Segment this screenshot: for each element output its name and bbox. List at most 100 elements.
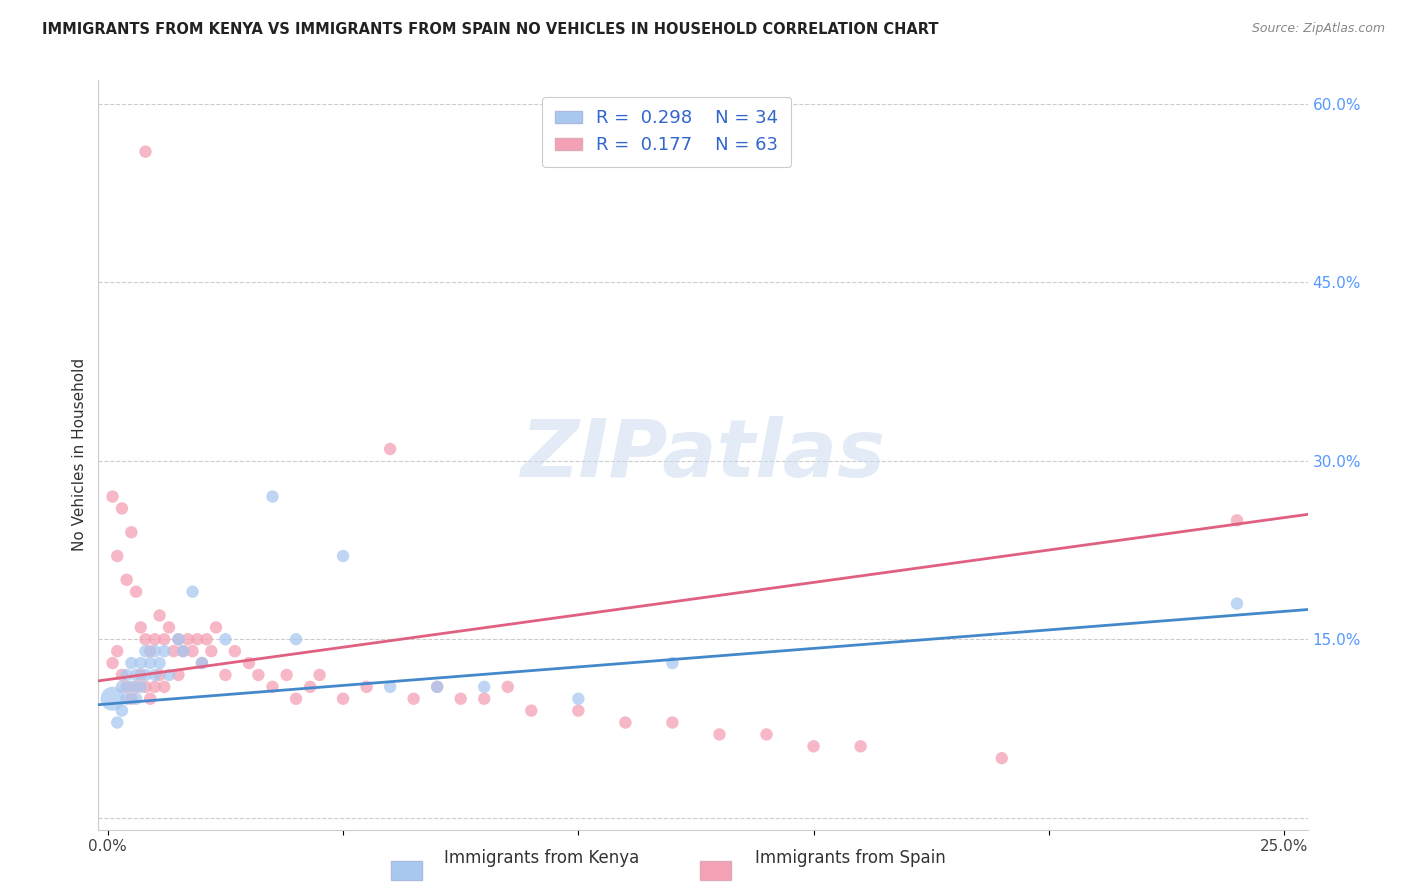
Point: [101, 490, 124, 504]
Point: [172, 644, 194, 658]
Point: [191, 656, 214, 670]
Point: [134, 680, 156, 694]
Point: [496, 680, 519, 694]
Point: [101, 656, 124, 670]
Point: [143, 680, 166, 694]
Point: [356, 680, 378, 694]
Point: [426, 680, 449, 694]
Point: [803, 739, 825, 754]
Point: [149, 656, 172, 670]
Point: [661, 656, 683, 670]
Point: [111, 680, 134, 694]
Point: [111, 704, 134, 718]
Point: [139, 644, 162, 658]
Point: [163, 644, 186, 658]
Text: Immigrants from Spain: Immigrants from Spain: [755, 849, 946, 867]
Point: [1226, 513, 1249, 527]
Point: [450, 691, 472, 706]
Point: [520, 704, 543, 718]
Point: [153, 632, 176, 647]
Point: [111, 501, 134, 516]
Point: [195, 632, 218, 647]
Point: [285, 691, 308, 706]
Point: [567, 691, 589, 706]
Point: [472, 680, 495, 694]
Point: [115, 668, 138, 682]
Point: [125, 668, 148, 682]
Point: [153, 644, 176, 658]
Point: [125, 691, 148, 706]
Point: [129, 620, 152, 634]
Point: [849, 739, 872, 754]
Point: [120, 656, 142, 670]
Text: IMMIGRANTS FROM KENYA VS IMMIGRANTS FROM SPAIN NO VEHICLES IN HOUSEHOLD CORRELAT: IMMIGRANTS FROM KENYA VS IMMIGRANTS FROM…: [42, 22, 939, 37]
Point: [125, 584, 148, 599]
Point: [755, 727, 778, 741]
Point: [378, 680, 401, 694]
Point: [200, 644, 222, 658]
Point: [285, 632, 308, 647]
Text: ZIPatlas: ZIPatlas: [520, 416, 886, 494]
Point: [134, 644, 156, 658]
Point: [238, 656, 260, 670]
Point: [134, 145, 156, 159]
Point: [167, 632, 190, 647]
Point: [472, 691, 495, 706]
Point: [111, 668, 134, 682]
Point: [172, 644, 194, 658]
Point: [378, 442, 401, 456]
Point: [134, 668, 156, 682]
Point: [1226, 597, 1249, 611]
Point: [120, 680, 142, 694]
Point: [214, 632, 236, 647]
Point: [167, 632, 190, 647]
Legend: R =  0.298    N = 34, R =  0.177    N = 63: R = 0.298 N = 34, R = 0.177 N = 63: [543, 97, 792, 167]
Point: [402, 691, 425, 706]
Point: [134, 632, 156, 647]
Point: [129, 656, 152, 670]
Point: [214, 668, 236, 682]
Point: [262, 680, 284, 694]
Point: [105, 549, 128, 563]
Point: [299, 680, 322, 694]
Point: [120, 525, 142, 540]
Point: [125, 680, 148, 694]
Point: [143, 644, 166, 658]
Y-axis label: No Vehicles in Household: No Vehicles in Household: [72, 359, 87, 551]
Point: [205, 620, 228, 634]
Point: [101, 691, 124, 706]
Point: [276, 668, 298, 682]
Point: [181, 584, 204, 599]
Point: [224, 644, 246, 658]
Point: [661, 715, 683, 730]
Point: [115, 691, 138, 706]
Point: [149, 668, 172, 682]
Point: [247, 668, 270, 682]
Point: [157, 620, 180, 634]
Point: [129, 680, 152, 694]
Point: [262, 490, 284, 504]
Point: [177, 632, 200, 647]
Point: [139, 691, 162, 706]
Point: [181, 644, 204, 658]
Point: [191, 656, 214, 670]
Point: [332, 549, 354, 563]
Point: [614, 715, 637, 730]
Point: [139, 656, 162, 670]
Point: [120, 691, 142, 706]
Point: [990, 751, 1012, 765]
Point: [186, 632, 208, 647]
Text: Immigrants from Kenya: Immigrants from Kenya: [444, 849, 638, 867]
Point: [567, 704, 589, 718]
Point: [332, 691, 354, 706]
Point: [157, 668, 180, 682]
Point: [105, 644, 128, 658]
Point: [115, 573, 138, 587]
Point: [143, 668, 166, 682]
Point: [426, 680, 449, 694]
Point: [167, 668, 190, 682]
Point: [105, 715, 128, 730]
Point: [709, 727, 731, 741]
Point: [149, 608, 172, 623]
Point: [143, 632, 166, 647]
